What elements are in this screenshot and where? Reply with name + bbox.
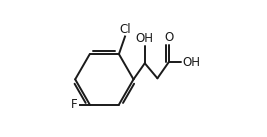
- Text: OH: OH: [136, 32, 154, 45]
- Text: O: O: [164, 31, 174, 44]
- Text: OH: OH: [182, 56, 200, 69]
- Text: Cl: Cl: [119, 23, 131, 36]
- Text: F: F: [71, 98, 77, 111]
